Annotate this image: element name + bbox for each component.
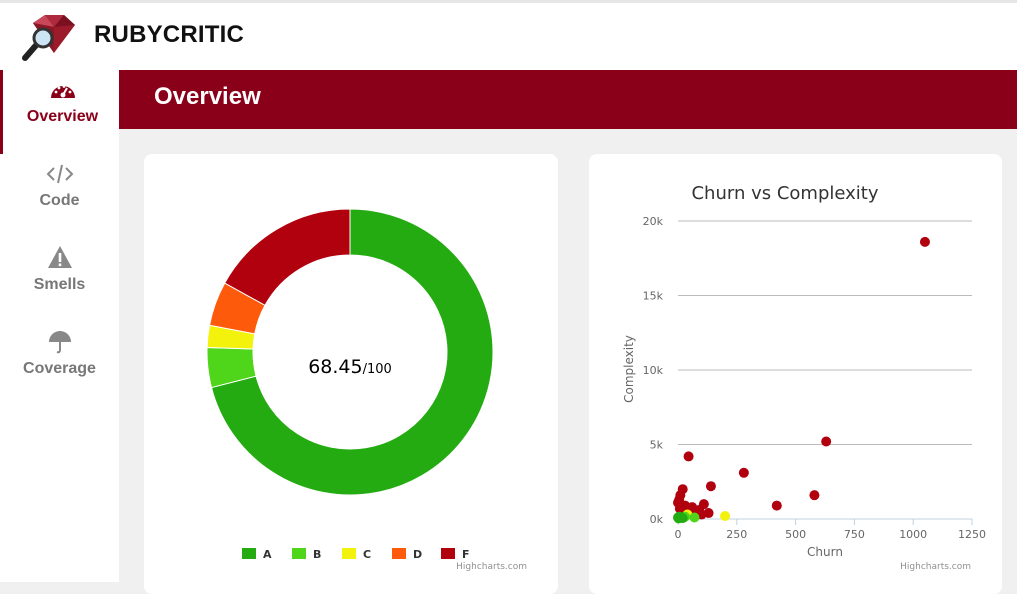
score-value: 68.45/100 [308, 356, 392, 378]
sidebar: Overview Code Smells Coverage [0, 70, 119, 582]
scatter-point-f[interactable] [674, 503, 685, 514]
score-suffix: /100 [363, 362, 392, 377]
scatter-point-b[interactable] [689, 512, 700, 523]
legend-swatch-b [292, 548, 306, 559]
sidebar-item-label: Smells [33, 276, 86, 293]
chart-credits: Highcharts.com [900, 562, 971, 572]
sidebar-item-overview[interactable]: Overview [0, 70, 119, 154]
scatter-point-f[interactable] [705, 481, 716, 492]
score-number: 68.45 [308, 356, 362, 378]
legend-swatch-f [441, 548, 455, 559]
rating-donut-chart: 68.45/100 A B C D F Highcharts.com [206, 208, 527, 572]
y-tick-label: 20k [643, 215, 664, 228]
donut-slice-a[interactable] [210, 208, 494, 496]
legend-label-c[interactable]: C [363, 548, 371, 561]
scatter-point-f[interactable] [771, 500, 782, 511]
warning-icon [48, 246, 72, 268]
y-tick-label: 15k [643, 290, 664, 303]
y-tick-label: 10k [643, 364, 664, 377]
chart-credits: Highcharts.com [456, 562, 527, 572]
scatter-point-c[interactable] [720, 511, 731, 522]
app-header: RUBYCRITIC [0, 3, 1017, 70]
scatter-point-f[interactable] [738, 467, 749, 478]
legend-swatch-d [392, 548, 406, 559]
churn-complexity-chart: Churn vs Complexity 0k 5k 10k 15k 20k 0 250 500… [622, 183, 986, 572]
chart-title: Churn vs Complexity [691, 183, 878, 204]
y-tick-label: 0k [650, 513, 664, 526]
x-tick-label: 500 [785, 528, 806, 541]
page-title-bar: Overview [119, 70, 1017, 129]
sidebar-item-label: Overview [26, 108, 99, 125]
donut-slice-f[interactable] [224, 208, 351, 306]
legend-label-d[interactable]: D [413, 548, 422, 561]
churn-card: Churn vs Complexity 0k 5k 10k 15k 20k 0 250 500… [589, 154, 1002, 594]
dashboard-icon [51, 85, 75, 98]
scatter-point-f[interactable] [919, 236, 930, 247]
legend-label-a[interactable]: A [263, 548, 272, 561]
sidebar-item-smells[interactable]: Smells [0, 238, 119, 322]
x-tick-label: 1000 [899, 528, 927, 541]
rubycritic-logo[interactable] [18, 13, 78, 63]
scatter-point-f[interactable] [683, 451, 694, 462]
legend-label-f[interactable]: F [462, 548, 470, 561]
legend-swatch-a [242, 548, 256, 559]
sidebar-item-code[interactable]: Code [0, 154, 119, 238]
umbrella-icon [49, 331, 71, 354]
app-name[interactable]: RUBYCRITIC [94, 21, 244, 48]
y-tick-label: 5k [650, 439, 664, 452]
scatter-point-f[interactable] [698, 499, 709, 510]
page-title: Overview [154, 83, 261, 110]
x-tick-label: 0 [675, 528, 682, 541]
scatter-point-a[interactable] [675, 512, 686, 523]
scatter-point-f[interactable] [821, 436, 832, 447]
code-icon [46, 164, 74, 184]
score-card: 68.45/100 A B C D F Highcharts.com [144, 154, 558, 594]
sidebar-item-coverage[interactable]: Coverage [0, 322, 119, 406]
legend-swatch-c [342, 548, 356, 559]
x-tick-label: 1250 [958, 528, 986, 541]
y-axis-label: Complexity [622, 335, 636, 403]
x-axis-label: Churn [807, 545, 843, 559]
x-tick-label: 750 [844, 528, 865, 541]
x-tick-label: 250 [726, 528, 747, 541]
legend-label-b[interactable]: B [313, 548, 321, 561]
scatter-point-f[interactable] [809, 490, 820, 501]
sidebar-item-label: Coverage [23, 360, 96, 377]
sidebar-item-label: Code [39, 192, 80, 209]
window-top-border [0, 0, 1017, 3]
